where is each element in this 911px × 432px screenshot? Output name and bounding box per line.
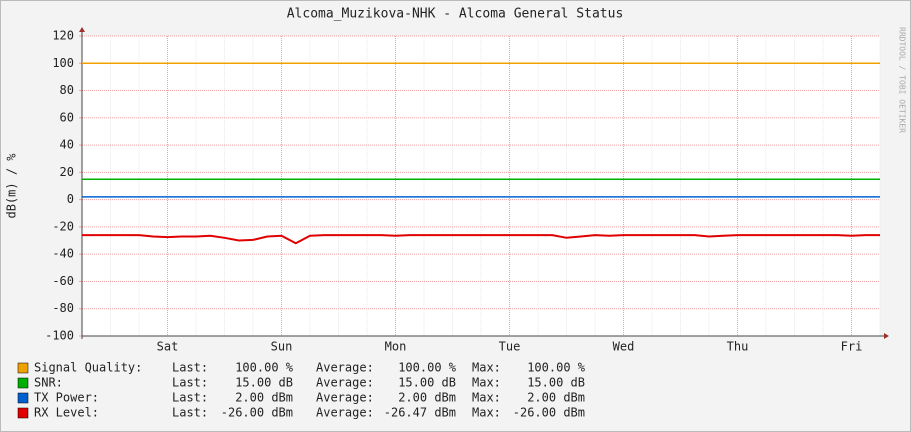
y-tick-label: 60: [60, 110, 74, 124]
y-tick-label: -60: [52, 274, 74, 288]
legend-name: RX Level:: [34, 406, 99, 420]
y-axis-label: dB(m) / %: [5, 153, 19, 219]
legend-swatch: [17, 407, 29, 419]
y-tick-label: 40: [60, 138, 74, 152]
x-tick-label: Mon: [385, 340, 407, 354]
legend-average: 100.00 %: [398, 361, 457, 375]
legend-max: 2.00 dBm: [527, 391, 585, 405]
legend-last: -26.00 dBm: [221, 406, 293, 420]
legend-max: -26.00 dBm: [513, 406, 585, 420]
y-tick-label: -40: [52, 247, 74, 261]
legend-swatch: [17, 392, 29, 404]
y-axis-arrow: [79, 27, 85, 32]
legend-last-label: Last:: [172, 391, 208, 405]
legend-last: 2.00 dBm: [235, 391, 293, 405]
x-tick-label: Wed: [613, 340, 635, 354]
legend-last: 15.00 dB: [235, 376, 293, 390]
legend-average: -26.47 dBm: [384, 406, 456, 420]
legend-last-label: Last:: [172, 376, 208, 390]
legend-last-label: Last:: [172, 406, 208, 420]
y-tick-label: 20: [60, 165, 74, 179]
x-tick-label: Fri: [841, 340, 863, 354]
legend-last-label: Last:: [172, 361, 208, 375]
chart-title: Alcoma_Muzikova-NHK - Alcoma General Sta…: [287, 7, 624, 22]
legend-average-label: Average:: [316, 376, 374, 390]
legend-average: 15.00 dB: [398, 376, 456, 390]
y-tick-label: -100: [45, 329, 74, 343]
legend-name: TX Power:: [34, 391, 99, 405]
legend-max-label: Max:: [472, 391, 501, 405]
legend-swatch: [17, 377, 29, 389]
legend-max-label: Max:: [472, 406, 501, 420]
y-tick-label: 80: [60, 83, 74, 97]
legend-swatch: [17, 362, 29, 374]
series-line: [82, 234, 880, 245]
legend-name: Signal Quality:: [34, 361, 142, 375]
legend-max-label: Max:: [472, 376, 501, 390]
y-tick-label: 120: [52, 29, 74, 43]
legend-average: 2.00 dBm: [398, 391, 456, 405]
x-tick-label: Sat: [157, 340, 179, 354]
legend-average-label: Average:: [316, 406, 374, 420]
legend-average-label: Average:: [316, 361, 374, 375]
x-axis-arrow: [884, 333, 889, 339]
legend-max: 100.00 %: [527, 361, 586, 375]
legend-max-label: Max:: [472, 361, 501, 375]
legend-average-label: Average:: [316, 391, 374, 405]
y-tick-label: -80: [52, 301, 74, 315]
legend-last: 100.00 %: [235, 361, 294, 375]
watermark: RRDTOOL / TOBI OETIKER: [898, 27, 907, 133]
x-tick-label: Tue: [499, 340, 521, 354]
legend-name: SNR:: [34, 376, 63, 390]
legend-max: 15.00 dB: [527, 376, 585, 390]
x-tick-label: Thu: [727, 340, 749, 354]
y-tick-label: 0: [67, 192, 74, 206]
y-tick-label: 100: [52, 56, 74, 70]
x-tick-label: Sun: [271, 340, 293, 354]
y-tick-label: -20: [52, 219, 74, 233]
